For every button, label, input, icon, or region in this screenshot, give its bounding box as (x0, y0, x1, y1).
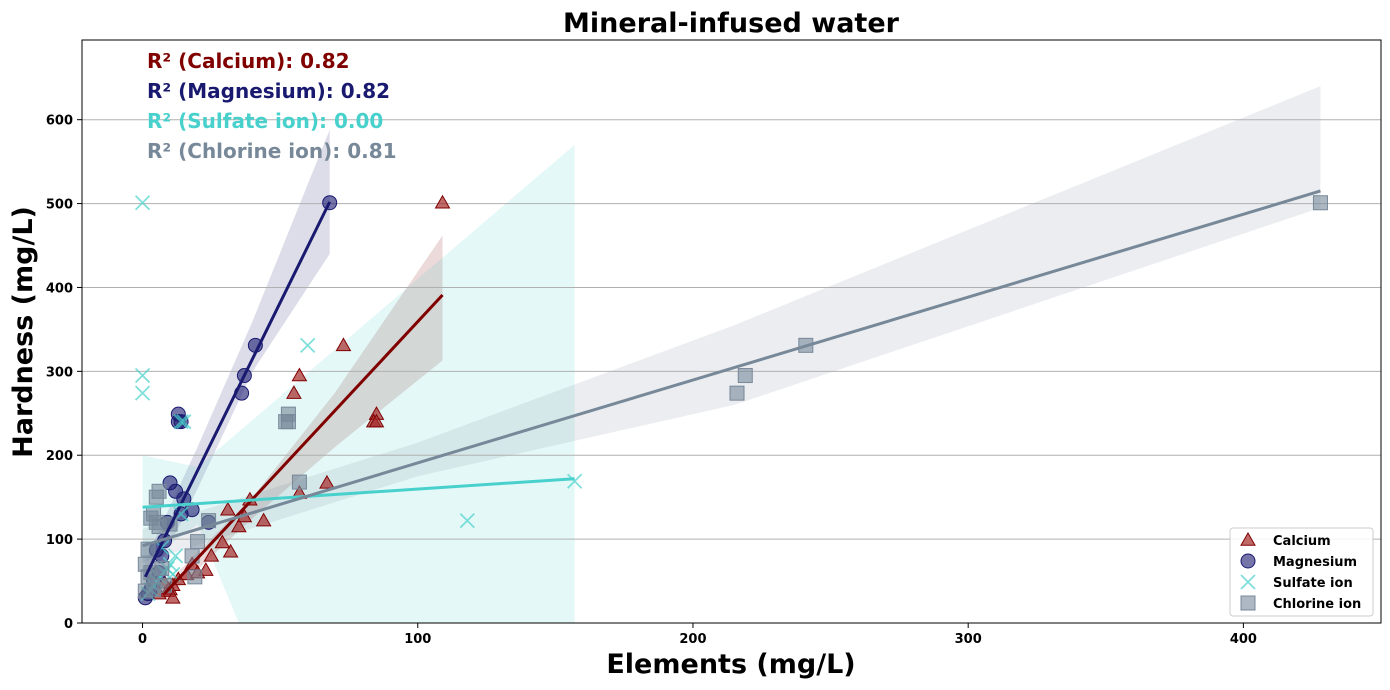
data-point (151, 483, 167, 499)
data-point (187, 569, 203, 585)
regression-line (143, 201, 332, 578)
y-tick-label: 300 (46, 365, 73, 380)
r2-annotation: R² (Chlorine ion): 0.81 (147, 139, 397, 163)
data-point (203, 547, 220, 562)
data-point (280, 414, 296, 430)
data-point (368, 413, 385, 428)
data-point (167, 548, 184, 564)
data-point (173, 414, 189, 430)
y-tick-label: 500 (46, 198, 73, 213)
data-point (214, 534, 231, 549)
legend-label: Chlorine ion (1273, 597, 1361, 612)
data-point (231, 518, 247, 533)
legend: Calcium Magnesium Sulfate ion Chlorine ion (1229, 527, 1374, 617)
confidence-bands (142, 86, 1321, 623)
r2-annotation: R² (Calcium): 0.82 (147, 49, 350, 73)
legend-box (1229, 527, 1374, 617)
data-point (220, 501, 236, 516)
y-axis-label: Hardness (mg/L) (8, 206, 39, 458)
r2-annotation: R² (Magnesium): 0.82 (147, 79, 390, 103)
y-tick-label: 100 (46, 533, 73, 548)
plot-frame (81, 39, 1382, 624)
data-point (300, 337, 316, 353)
data-point (222, 543, 239, 558)
data-point (319, 474, 335, 489)
y-tick-label: 200 (46, 449, 73, 464)
y-tick-label: 0 (64, 617, 73, 632)
data-point (335, 337, 352, 352)
legend-label: Calcium (1273, 534, 1331, 549)
regression-lines (142, 189, 1321, 595)
legend-marker (1240, 595, 1256, 611)
data-point (197, 562, 214, 576)
legend-label: Sulfate ion (1273, 576, 1353, 591)
data-point (134, 385, 151, 401)
data-point (176, 414, 192, 430)
chart-title: Mineral-infused water (563, 8, 900, 39)
data-point (255, 512, 272, 527)
data-point (291, 367, 308, 382)
x-axis-ticks: 0 100 200 300 400 (138, 623, 1257, 647)
legend-marker (1240, 553, 1256, 569)
data-point (459, 513, 475, 529)
data-point (134, 367, 151, 384)
data-point (164, 589, 181, 604)
x-tick-label: 200 (679, 632, 706, 647)
regression-line (142, 477, 575, 509)
confidence-band (145, 129, 330, 594)
x-axis-label: Elements (mg/L) (606, 649, 855, 680)
y-axis-ticks: 0 100 200 300 400 500 600 (46, 114, 82, 632)
x-tick-label: 300 (955, 632, 982, 647)
data-point (291, 474, 307, 490)
data-point (737, 368, 753, 384)
legend-marker (1240, 531, 1256, 546)
data-point (286, 385, 302, 399)
y-tick-label: 600 (46, 114, 73, 129)
y-tick-label: 400 (46, 281, 73, 296)
data-point (434, 194, 451, 209)
legend-label: Magnesium (1273, 555, 1357, 570)
data-point (190, 534, 206, 550)
data-point (137, 583, 153, 599)
confidence-band (142, 86, 1321, 563)
r2-annotations: R² (Calcium): 0.82 R² (Magnesium): 0.82 R²… (147, 49, 397, 163)
regression-line (163, 293, 444, 595)
x-tick-label: 0 (138, 632, 147, 647)
legend-marker (1240, 574, 1256, 590)
x-tick-label: 100 (404, 632, 431, 647)
regression-line (142, 189, 1321, 548)
x-tick-label: 400 (1230, 632, 1257, 647)
data-point (729, 385, 745, 401)
data-point (168, 483, 184, 499)
data-point (134, 195, 151, 211)
data-point (1312, 195, 1328, 211)
data-point (566, 473, 583, 489)
r2-annotation: R² (Sulfate ion): 0.00 (147, 109, 383, 133)
